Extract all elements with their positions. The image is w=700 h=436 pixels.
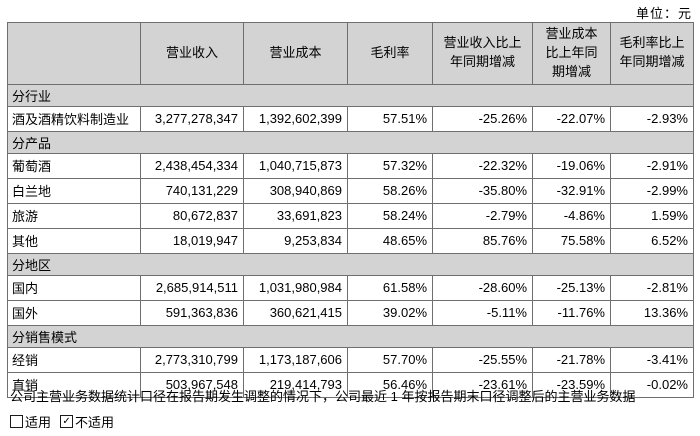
- not-applicable-label: 不适用: [75, 415, 115, 430]
- cell-value: 48.65%: [347, 227, 433, 254]
- cell-value: -25.55%: [432, 346, 533, 373]
- row-label: 白兰地: [7, 177, 141, 204]
- section-row: 分销售模式: [7, 324, 694, 348]
- table-row: 国内 2,685,914,511 1,031,980,984 61.58% -28.60…: [7, 274, 694, 301]
- cell-value: 1,031,980,984: [243, 274, 348, 301]
- cell-value: 80,672,837: [140, 202, 244, 229]
- row-label: 经销: [7, 346, 141, 373]
- cell-value: 1,173,187,606: [243, 346, 348, 373]
- column-header: 毛利率: [347, 22, 433, 85]
- main-business-table: 营业收入 营业成本 毛利率 营业收入比上年同期增减 营业成本比上年同期增减 毛利率比上年同…: [7, 22, 694, 398]
- row-label: 直销: [7, 371, 141, 398]
- cell-value: 2,438,454,334: [140, 152, 244, 179]
- cell-value: 58.26%: [347, 177, 433, 204]
- section-label: 分销售模式: [7, 324, 694, 348]
- cell-value: 56.46%: [347, 371, 433, 398]
- cell-value: 61.58%: [347, 274, 433, 301]
- cell-value: -2.79%: [432, 202, 533, 229]
- cell-value: 1,392,602,399: [243, 105, 348, 132]
- cell-value: -21.78%: [532, 346, 611, 373]
- cell-value: -22.32%: [432, 152, 533, 179]
- cell-value: 57.70%: [347, 346, 433, 373]
- section-label: 分产品: [7, 130, 694, 154]
- cell-value: 13.36%: [610, 299, 694, 326]
- cell-value: 1.59%: [610, 202, 694, 229]
- table-row: 酒及酒精饮料制造业 3,277,278,347 1,392,602,399 57.51…: [7, 105, 694, 132]
- cell-value: -35.80%: [432, 177, 533, 204]
- cell-value: -28.60%: [432, 274, 533, 301]
- applicable-checkbox-unchecked-icon[interactable]: [10, 415, 23, 428]
- section-row: 分产品: [7, 130, 694, 154]
- cell-value: -2.99%: [610, 177, 694, 204]
- cell-value: -2.93%: [610, 105, 694, 132]
- cell-value: 740,131,229: [140, 177, 244, 204]
- section-label: 分地区: [7, 252, 694, 276]
- row-label: 国内: [7, 274, 141, 301]
- cell-value: -5.11%: [432, 299, 533, 326]
- cell-value: 2,685,914,511: [140, 274, 244, 301]
- cell-value: -4.86%: [532, 202, 611, 229]
- applicable-option[interactable]: 适用: [10, 412, 51, 431]
- not-applicable-option[interactable]: ✓ 不适用: [60, 412, 114, 431]
- cell-value: 591,363,836: [140, 299, 244, 326]
- section-row: 分行业: [7, 83, 694, 107]
- cell-value: -11.76%: [532, 299, 611, 326]
- unit-label: 单位：元: [635, 6, 692, 21]
- section-label: 分行业: [7, 83, 694, 107]
- row-label: 旅游: [7, 202, 141, 229]
- row-label: 其他: [7, 227, 141, 254]
- column-header: 营业收入: [140, 22, 244, 85]
- cell-value: 57.32%: [347, 152, 433, 179]
- table-row: 国外 591,363,836 360,621,415 39.02% -5.11% -11.…: [7, 299, 694, 326]
- row-label: 葡萄酒: [7, 152, 141, 179]
- cell-value: 6.52%: [610, 227, 694, 254]
- cell-value: 360,621,415: [243, 299, 348, 326]
- row-label: 酒及酒精饮料制造业: [7, 105, 141, 132]
- table-body: 分行业 酒及酒精饮料制造业 3,277,278,347 1,392,602,399 57…: [7, 83, 694, 398]
- corner-header-cell: [7, 22, 141, 85]
- table-row: 经销 2,773,310,799 1,173,187,606 57.70% -25.55…: [7, 346, 694, 373]
- table-header: 营业收入 营业成本 毛利率 营业收入比上年同期增减 营业成本比上年同期增减 毛利率比上年同…: [7, 22, 694, 85]
- table-row: 其他 18,019,947 9,253,834 48.65% 85.76% 75.58% 6…: [7, 227, 694, 254]
- cell-value: 33,691,823: [243, 202, 348, 229]
- cell-value: 308,940,869: [243, 177, 348, 204]
- cell-value: 85.76%: [432, 227, 533, 254]
- cell-value: 503,967,548: [140, 371, 244, 398]
- cell-value: 57.51%: [347, 105, 433, 132]
- cell-value: 18,019,947: [140, 227, 244, 254]
- cell-value: 58.24%: [347, 202, 433, 229]
- column-header: 营业成本比上年同期增减: [532, 22, 611, 85]
- cell-value: -25.26%: [432, 105, 533, 132]
- table-row: 直销 503,967,548 219,414,793 56.46% -23.61% -23…: [7, 371, 694, 398]
- cell-value: 75.58%: [532, 227, 611, 254]
- cell-value: -3.41%: [610, 346, 694, 373]
- adjustment-note: 公司主营业务数据统计口径在报告期发生调整的情况下，公司最近 1 年按报告期末口径…: [10, 389, 636, 404]
- table-row: 旅游 80,672,837 33,691,823 58.24% -2.79% -4.86%…: [7, 202, 694, 229]
- cell-value: 2,773,310,799: [140, 346, 244, 373]
- applicability-options: 适用 ✓ 不适用: [10, 412, 114, 431]
- cell-value: -0.02%: [610, 371, 694, 398]
- cell-value: -2.81%: [610, 274, 694, 301]
- cell-value: -22.07%: [532, 105, 611, 132]
- table-row: 白兰地 740,131,229 308,940,869 58.26% -35.80% -3…: [7, 177, 694, 204]
- cell-value: -19.06%: [532, 152, 611, 179]
- cell-value: -25.13%: [532, 274, 611, 301]
- table-row: 葡萄酒 2,438,454,334 1,040,715,873 57.32% -22.3…: [7, 152, 694, 179]
- cell-value: 1,040,715,873: [243, 152, 348, 179]
- applicable-label: 适用: [25, 415, 52, 430]
- cell-value: 9,253,834: [243, 227, 348, 254]
- section-row: 分地区: [7, 252, 694, 276]
- cell-value: -32.91%: [532, 177, 611, 204]
- column-header: 营业收入比上年同期增减: [432, 22, 533, 85]
- header-row: 营业收入 营业成本 毛利率 营业收入比上年同期增减 营业成本比上年同期增减 毛利率比上年同…: [7, 22, 694, 85]
- cell-value: -2.91%: [610, 152, 694, 179]
- cell-value: 3,277,278,347: [140, 105, 244, 132]
- column-header: 营业成本: [243, 22, 348, 85]
- column-header: 毛利率比上年同期增减: [610, 22, 694, 85]
- not-applicable-checkbox-checked-icon[interactable]: ✓: [60, 415, 74, 428]
- cell-value: 39.02%: [347, 299, 433, 326]
- row-label: 国外: [7, 299, 141, 326]
